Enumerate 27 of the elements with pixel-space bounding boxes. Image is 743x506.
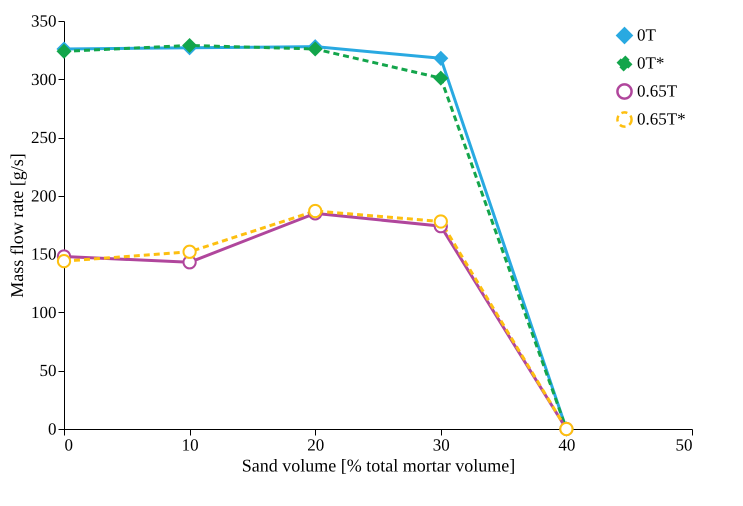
- x-axis-title: Sand volume [% total mortar volume]: [242, 456, 516, 476]
- x-tick-label: 40: [558, 436, 576, 454]
- point: [56, 254, 72, 268]
- y-tick-label: 250: [31, 128, 56, 148]
- point: [308, 42, 322, 56]
- y-tick-label: 100: [31, 302, 56, 322]
- legend-label: 0T: [637, 26, 656, 44]
- y-tick-label: 50: [40, 361, 56, 380]
- point: [182, 244, 197, 259]
- y-tick-label: 350: [31, 12, 56, 30]
- x-tick-label: 50: [676, 436, 692, 454]
- y-tick-label: 0: [48, 420, 56, 438]
- point: [434, 214, 448, 229]
- point: [434, 51, 448, 66]
- legend-label: 0.65T: [637, 82, 678, 100]
- x-tick-label: 30: [432, 436, 450, 454]
- y-axis-title: Mass flow rate [g/s]: [7, 153, 27, 298]
- x-tick-label: 20: [307, 436, 324, 454]
- legend-label: 0T*: [637, 54, 664, 72]
- point: [308, 204, 322, 218]
- x-tick-label: 10: [182, 436, 199, 454]
- x-tick-label: 0: [64, 436, 73, 454]
- point: [434, 70, 448, 86]
- y-tick-label: 200: [31, 186, 56, 206]
- y-tick-label: 150: [31, 244, 56, 264]
- legend-label: 0.65T*: [637, 110, 686, 128]
- y-tick-label: 300: [31, 70, 56, 89]
